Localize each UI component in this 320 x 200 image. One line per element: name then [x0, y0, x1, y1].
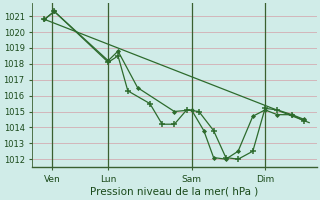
- X-axis label: Pression niveau de la mer( hPa ): Pression niveau de la mer( hPa ): [90, 187, 259, 197]
